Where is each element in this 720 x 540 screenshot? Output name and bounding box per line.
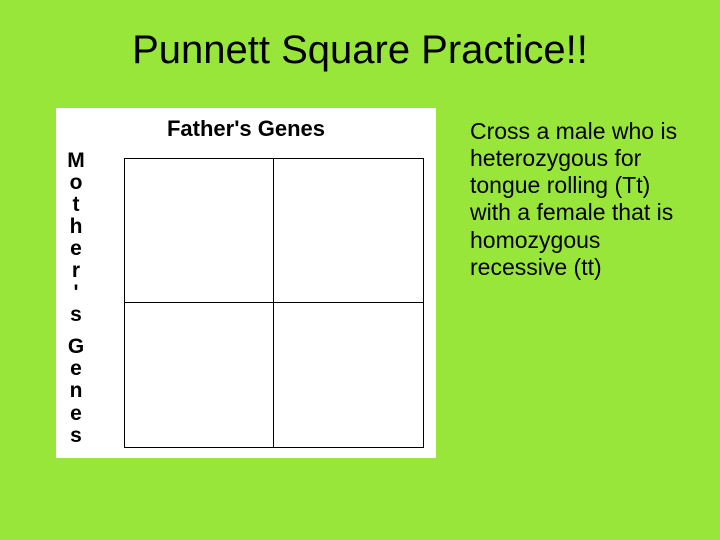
punnett-cell	[273, 302, 424, 448]
mother-label-char: G	[66, 336, 86, 358]
punnett-panel: Father's Genes M o t h e r ' s G e n e s	[56, 108, 436, 458]
mother-label-char: o	[66, 172, 86, 194]
father-genes-label: Father's Genes	[56, 116, 436, 142]
punnett-cell	[124, 302, 274, 448]
mother-label-char: t	[66, 194, 86, 216]
mother-label-char: e	[66, 358, 86, 380]
punnett-grid	[124, 158, 424, 448]
mother-label-char: e	[66, 403, 86, 425]
mother-label-char: r	[66, 260, 86, 282]
punnett-cell	[273, 158, 424, 303]
mother-label-char: M	[66, 150, 86, 172]
mother-label-char: s	[66, 304, 86, 326]
instruction-text: Cross a male who is heterozygous for ton…	[470, 118, 680, 281]
punnett-cell	[124, 158, 274, 303]
mother-label-char: '	[66, 282, 86, 304]
mother-label-char: n	[66, 380, 86, 402]
mother-label-char: e	[66, 238, 86, 260]
mother-label-char: h	[66, 216, 86, 238]
mother-genes-label: M o t h e r ' s G e n e s	[66, 150, 86, 447]
slide-title: Punnett Square Practice!!	[0, 28, 720, 73]
mother-label-char: s	[66, 425, 86, 447]
